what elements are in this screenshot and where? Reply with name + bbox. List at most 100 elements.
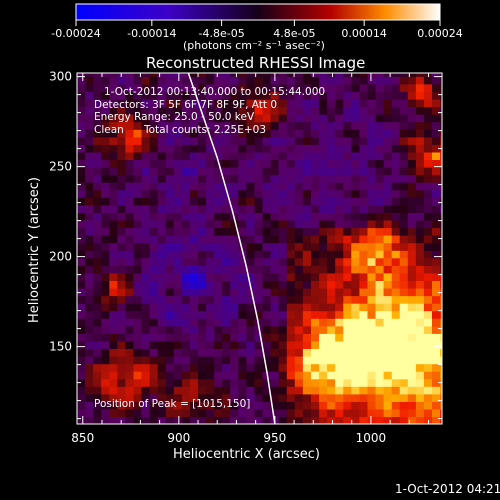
heatmap-cell (93, 204, 102, 213)
heatmap-cell (222, 106, 231, 115)
heatmap-cell (278, 386, 288, 395)
heatmap-cell (190, 189, 199, 198)
heatmap-cell (254, 189, 264, 198)
heatmap-cell (198, 167, 207, 176)
heatmap-cell (375, 295, 385, 304)
heatmap-cell (93, 174, 102, 183)
heatmap-cell (181, 106, 191, 115)
heatmap-cell (399, 151, 409, 160)
heatmap-cell (101, 129, 110, 138)
heatmap-cell (198, 219, 207, 229)
heatmap-cell (149, 318, 159, 327)
heatmap-cell (270, 333, 280, 342)
heatmap-cell (311, 219, 320, 229)
heatmap-cell (399, 333, 409, 342)
heatmap-cell (117, 333, 126, 342)
heatmap-cell (407, 189, 417, 198)
heatmap-cell (165, 340, 175, 349)
heatmap-cell (190, 257, 199, 266)
heatmap-cell (440, 371, 442, 380)
heatmap-cell (141, 265, 151, 274)
heatmap-cell (270, 408, 280, 418)
heatmap-cell (359, 295, 369, 304)
heatmap-cell (270, 340, 280, 349)
heatmap-cell (125, 227, 135, 236)
heatmap-cell (206, 106, 215, 115)
heatmap-cell (432, 378, 441, 387)
heatmap-cell (335, 318, 344, 327)
heatmap-cell (85, 280, 94, 289)
heatmap-cell (278, 98, 288, 108)
heatmap-cell (149, 129, 159, 138)
heatmap-cell (440, 204, 442, 213)
heatmap-cell (141, 310, 151, 319)
heatmap-cell (415, 91, 425, 100)
heatmap-cell (343, 136, 352, 145)
heatmap-cell (198, 129, 207, 138)
heatmap-cell (262, 197, 272, 206)
heatmap-cell (399, 98, 409, 108)
heatmap-cell (423, 219, 433, 229)
heatmap-cell (432, 91, 441, 100)
heatmap-cell (319, 401, 328, 410)
heatmap-cell (230, 333, 239, 342)
heatmap-cell (319, 371, 328, 380)
heatmap-cell (181, 91, 191, 100)
heatmap-cell (206, 174, 215, 183)
heatmap-cell (222, 303, 231, 312)
heatmap-cell (165, 73, 175, 77)
heatmap-cell (399, 174, 409, 183)
heatmap-cell (149, 280, 159, 289)
heatmap-cell (165, 212, 175, 221)
heatmap-cell (181, 386, 191, 395)
heatmap-cell (222, 280, 231, 289)
heatmap-cell (238, 393, 248, 402)
heatmap-cell (165, 250, 175, 259)
heatmap-cell (432, 73, 441, 77)
heatmap-cell (327, 416, 336, 424)
heatmap-cell (149, 235, 159, 244)
heatmap-cell (415, 280, 425, 289)
heatmap-cell (399, 363, 409, 372)
heatmap-cell (343, 250, 352, 259)
heatmap-cell (383, 167, 393, 176)
heatmap-cell (165, 393, 175, 402)
heatmap-cell (125, 159, 135, 168)
heatmap-cell (133, 159, 143, 168)
heatmap-cell (214, 227, 223, 236)
heatmap-cell (399, 114, 409, 123)
heatmap-cell (157, 121, 167, 130)
heatmap-cell (415, 76, 425, 85)
heatmap-cell (367, 363, 377, 372)
heatmap-cell (254, 235, 264, 244)
heatmap-cell (391, 333, 401, 342)
heatmap-cell (133, 121, 143, 130)
heatmap-cell (181, 272, 191, 281)
heatmap-cell (165, 159, 175, 168)
heatmap-cell (85, 144, 94, 153)
heatmap-cell (270, 204, 280, 213)
heatmap-cell (198, 159, 207, 168)
heatmap-cell (286, 144, 296, 153)
heatmap-cell (383, 318, 393, 327)
heatmap-cell (173, 114, 183, 123)
heatmap-cell (77, 416, 86, 424)
heatmap-cell (319, 91, 328, 100)
heatmap-cell (85, 242, 94, 251)
heatmap-cell (335, 219, 344, 229)
heatmap-cell (415, 212, 425, 221)
heatmap-cell (77, 378, 86, 387)
heatmap-cell (101, 136, 110, 145)
heatmap-cell (206, 287, 215, 297)
heatmap-cell (319, 159, 328, 168)
heatmap-cell (440, 151, 442, 160)
heatmap-cell (149, 197, 159, 206)
heatmap-cell (109, 408, 118, 418)
heatmap-cell (149, 91, 159, 100)
heatmap-cell (93, 219, 102, 229)
heatmap-cell (432, 189, 441, 198)
heatmap-cell (206, 204, 215, 213)
heatmap-cell (383, 348, 393, 357)
heatmap-cell (407, 197, 417, 206)
heatmap-cell (230, 197, 239, 206)
